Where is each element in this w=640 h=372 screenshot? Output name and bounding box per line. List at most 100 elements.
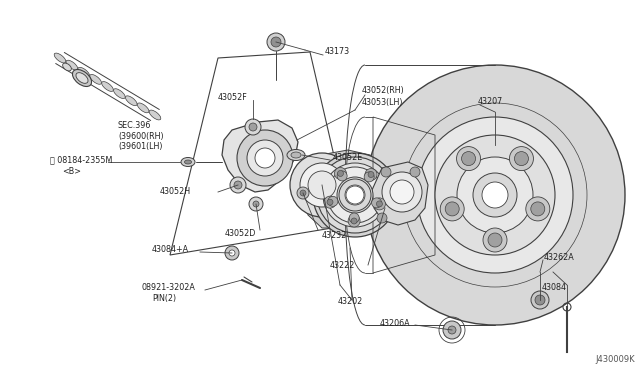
Circle shape — [346, 186, 364, 204]
Circle shape — [365, 169, 377, 180]
Text: 43052D: 43052D — [225, 228, 257, 237]
Circle shape — [456, 147, 481, 171]
Circle shape — [448, 326, 456, 334]
Circle shape — [267, 33, 285, 51]
Text: 43052(RH): 43052(RH) — [362, 86, 404, 94]
Circle shape — [337, 170, 344, 176]
Text: SEC.396: SEC.396 — [118, 121, 152, 129]
Circle shape — [390, 180, 414, 204]
Ellipse shape — [181, 157, 195, 167]
Circle shape — [417, 117, 573, 273]
Circle shape — [364, 172, 374, 182]
Circle shape — [440, 197, 464, 221]
Circle shape — [327, 199, 333, 205]
Circle shape — [308, 171, 336, 199]
Circle shape — [255, 148, 275, 168]
Text: 43084: 43084 — [542, 283, 567, 292]
Circle shape — [368, 171, 374, 177]
Ellipse shape — [54, 53, 66, 63]
Circle shape — [323, 163, 387, 227]
Text: 43206A: 43206A — [380, 318, 411, 327]
Circle shape — [373, 198, 385, 210]
Circle shape — [535, 295, 545, 305]
Circle shape — [531, 291, 549, 309]
Text: 43202: 43202 — [338, 298, 364, 307]
Text: 08921-3202A: 08921-3202A — [142, 282, 196, 292]
Text: 43053(LH): 43053(LH) — [362, 99, 403, 108]
Ellipse shape — [76, 73, 88, 83]
Circle shape — [237, 130, 293, 186]
Circle shape — [349, 213, 359, 223]
Text: <B>: <B> — [62, 167, 81, 176]
Circle shape — [443, 321, 461, 339]
Circle shape — [482, 182, 508, 208]
Text: 43222: 43222 — [330, 260, 355, 269]
Text: 43052E: 43052E — [333, 154, 364, 163]
Circle shape — [225, 246, 239, 260]
Circle shape — [337, 171, 347, 181]
Circle shape — [348, 215, 360, 227]
Ellipse shape — [72, 70, 92, 87]
Text: 43207: 43207 — [478, 97, 503, 106]
Text: 43173: 43173 — [325, 48, 350, 57]
Circle shape — [382, 172, 422, 212]
Ellipse shape — [113, 89, 125, 99]
Circle shape — [249, 197, 263, 211]
Circle shape — [229, 250, 235, 256]
Circle shape — [335, 167, 346, 179]
Text: J430009K: J430009K — [595, 355, 635, 364]
Circle shape — [297, 187, 309, 199]
Circle shape — [461, 152, 476, 166]
Circle shape — [351, 218, 357, 224]
Circle shape — [249, 123, 257, 131]
Circle shape — [234, 181, 242, 189]
Circle shape — [526, 197, 550, 221]
Polygon shape — [222, 120, 298, 192]
Ellipse shape — [66, 60, 77, 70]
Text: 43084+A: 43084+A — [152, 246, 189, 254]
Circle shape — [377, 213, 387, 223]
Circle shape — [531, 202, 545, 216]
Text: 43052H: 43052H — [160, 187, 191, 196]
Text: Ⓑ 08184-2355M: Ⓑ 08184-2355M — [50, 155, 113, 164]
Circle shape — [488, 233, 502, 247]
Ellipse shape — [184, 160, 191, 164]
Circle shape — [300, 190, 306, 196]
Ellipse shape — [291, 152, 301, 158]
Ellipse shape — [78, 67, 90, 77]
Ellipse shape — [287, 150, 305, 160]
Circle shape — [509, 147, 534, 171]
Polygon shape — [372, 162, 428, 225]
Ellipse shape — [90, 74, 102, 84]
Circle shape — [317, 157, 393, 233]
Polygon shape — [303, 150, 385, 228]
Circle shape — [339, 179, 371, 211]
Ellipse shape — [125, 96, 137, 106]
Circle shape — [247, 140, 283, 176]
Circle shape — [290, 153, 354, 217]
Circle shape — [376, 201, 383, 207]
Circle shape — [324, 196, 336, 208]
Circle shape — [253, 201, 259, 207]
Text: (39601(LH): (39601(LH) — [118, 142, 163, 151]
Circle shape — [445, 202, 460, 216]
Text: (39600(RH): (39600(RH) — [118, 131, 164, 141]
Circle shape — [457, 157, 533, 233]
Circle shape — [337, 177, 373, 213]
Circle shape — [328, 196, 338, 206]
Circle shape — [245, 119, 261, 135]
Circle shape — [313, 153, 397, 237]
Circle shape — [327, 167, 383, 223]
Circle shape — [271, 37, 281, 47]
Ellipse shape — [102, 81, 113, 92]
Text: 43262A: 43262A — [544, 253, 575, 263]
Ellipse shape — [63, 63, 71, 71]
Circle shape — [230, 177, 246, 193]
Circle shape — [300, 163, 344, 207]
Ellipse shape — [149, 110, 161, 120]
Circle shape — [372, 198, 381, 208]
Ellipse shape — [138, 103, 149, 113]
Text: PIN(2): PIN(2) — [152, 294, 176, 302]
Text: 43052F: 43052F — [218, 93, 248, 102]
Circle shape — [345, 185, 365, 205]
